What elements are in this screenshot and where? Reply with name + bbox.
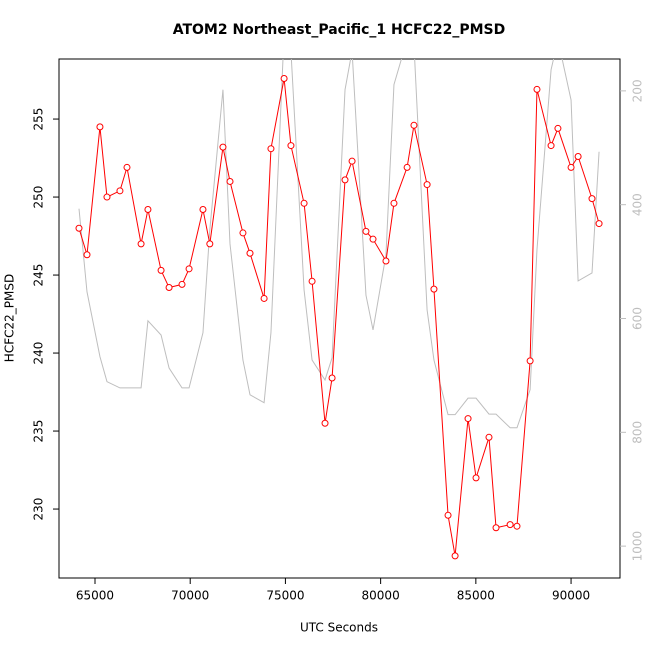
data-point [165, 284, 173, 292]
data-point [280, 74, 288, 82]
data-point [341, 176, 349, 184]
data-point [554, 124, 562, 132]
data-point [96, 123, 104, 131]
data-point [567, 163, 575, 171]
data-point [199, 206, 207, 214]
data-point [157, 266, 165, 274]
data-point [595, 220, 603, 228]
data-point [464, 415, 472, 423]
data-point [185, 265, 193, 273]
y-axis-label: HCFC22_PMSD [3, 274, 17, 362]
data-point [513, 522, 521, 530]
data-point [533, 85, 541, 93]
data-point [144, 206, 152, 214]
y-tick-label: 240 [32, 342, 46, 365]
data-point [506, 521, 514, 529]
x-tick-label: 80000 [362, 589, 400, 603]
data-point [178, 280, 186, 288]
data-point [300, 199, 308, 207]
data-point [390, 199, 398, 207]
data-point [103, 193, 111, 201]
data-point [219, 143, 227, 151]
y2-tick-label: 600 [631, 307, 645, 330]
data-point [423, 181, 431, 189]
y-tick-label: 235 [32, 420, 46, 443]
data-point [451, 552, 459, 560]
data-point [226, 177, 234, 185]
data-point [410, 121, 418, 129]
data-point [308, 277, 316, 285]
data-point [137, 240, 145, 248]
data-point [287, 142, 295, 150]
plot-area [75, 59, 603, 560]
data-point [588, 195, 596, 203]
data-point [246, 249, 254, 257]
data-point [116, 187, 124, 195]
data-point [83, 251, 91, 259]
data-point [574, 152, 582, 160]
x-tick-label: 70000 [171, 589, 209, 603]
y-tick-label: 245 [32, 264, 46, 287]
series-line [78, 78, 600, 556]
x-tick-label: 85000 [457, 589, 495, 603]
data-point [430, 285, 438, 293]
data-point [362, 227, 370, 235]
y-tick-label: 250 [32, 186, 46, 209]
data-point [382, 257, 390, 265]
data-point [75, 224, 83, 232]
data-point [260, 294, 268, 302]
data-point [369, 235, 377, 243]
data-point [328, 374, 336, 382]
data-point [526, 357, 534, 365]
chart-title: ATOM2 Northeast_Pacific_1 HCFC22_PMSD [173, 22, 506, 38]
data-point [206, 240, 214, 248]
x-tick-label: 65000 [76, 589, 114, 603]
data-point [492, 524, 500, 532]
series-line [78, 59, 600, 429]
y2-tick-label: 200 [631, 79, 645, 102]
y2-tick-label: 400 [631, 193, 645, 216]
data-point [472, 474, 480, 482]
x-tick-label: 90000 [552, 589, 590, 603]
y2-tick-label: 1000 [631, 531, 645, 562]
data-point [321, 419, 329, 427]
data-point [403, 163, 411, 171]
data-point [267, 145, 275, 153]
data-point [239, 229, 247, 237]
y2-tick-label: 800 [631, 421, 645, 444]
y-tick-label: 230 [32, 498, 46, 521]
data-point [485, 433, 493, 441]
data-point [348, 157, 356, 165]
data-point [444, 511, 452, 519]
y-tick-label: 255 [32, 108, 46, 131]
x-axis-label: UTC Seconds [300, 621, 378, 635]
data-point [123, 163, 131, 171]
data-point [547, 142, 555, 150]
x-tick-label: 75000 [266, 589, 304, 603]
